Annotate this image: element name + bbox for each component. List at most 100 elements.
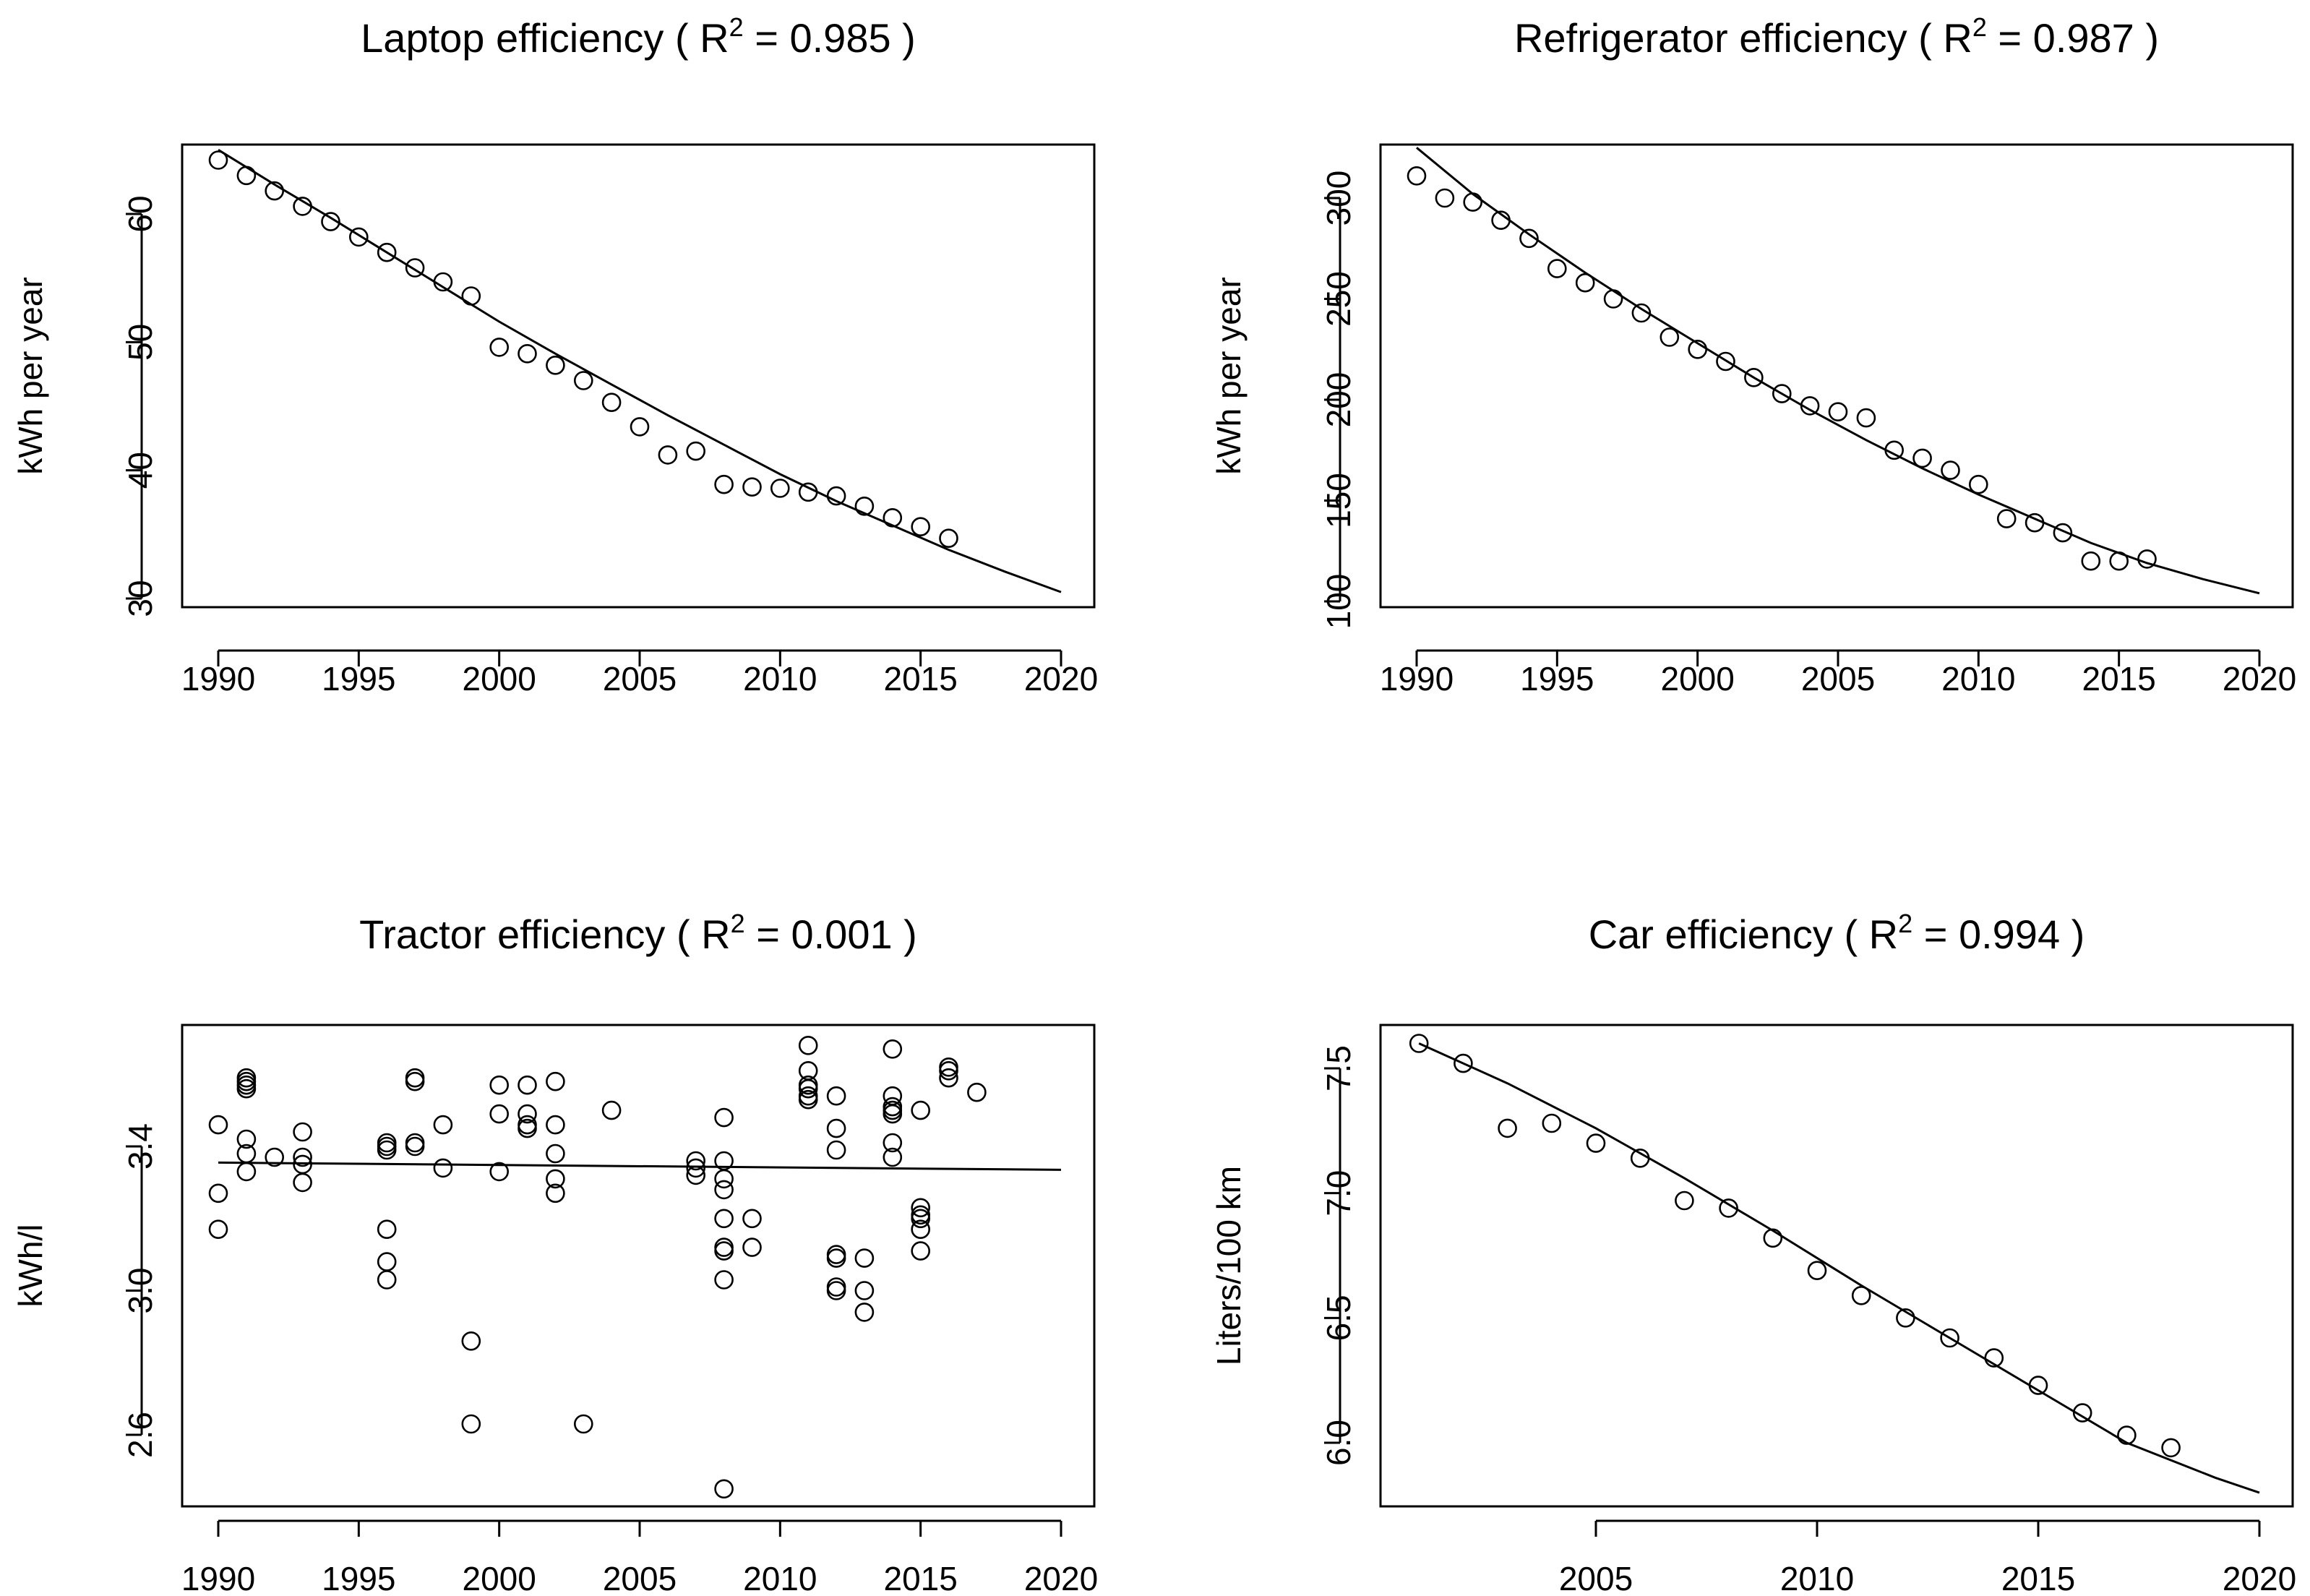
- data-point: [854, 1248, 875, 1268]
- data-point: [826, 1277, 846, 1297]
- x-tick-label: 1990: [1380, 660, 1454, 698]
- chart-title-superscript: 2: [731, 909, 745, 938]
- x-tick-label: 2000: [462, 1560, 536, 1596]
- x-tick-label: 2005: [603, 1560, 677, 1596]
- data-point: [265, 1147, 285, 1167]
- data-point: [826, 1086, 846, 1106]
- data-point: [686, 1165, 706, 1185]
- y-tick-label: 300: [1320, 171, 1357, 226]
- data-point: [405, 258, 425, 278]
- chart-title-suffix: = 0.987 ): [1987, 15, 2159, 61]
- data-point: [826, 1248, 846, 1268]
- data-point: [489, 338, 510, 357]
- y-axis-label: kWh per year: [12, 277, 49, 475]
- data-point: [461, 1414, 481, 1434]
- data-point: [573, 1414, 593, 1434]
- chart-title-suffix: = 0.985 ): [744, 15, 916, 61]
- data-point: [1772, 384, 1792, 403]
- data-point: [377, 242, 397, 262]
- data-point: [1675, 1190, 1694, 1211]
- data-point: [714, 1270, 734, 1290]
- y-tick-label: 3.4: [121, 1123, 159, 1170]
- plot-frame: [1379, 143, 2294, 609]
- chart-title-prefix: Car efficiency ( R: [1589, 911, 1898, 957]
- x-tick-label: 1995: [322, 1560, 395, 1596]
- x-tick-label: 2005: [603, 660, 677, 698]
- data-point: [714, 1237, 734, 1257]
- data-point: [1996, 509, 2017, 528]
- data-point: [714, 474, 734, 494]
- y-tick-label: 3.0: [121, 1268, 159, 1314]
- data-point: [2109, 551, 2129, 571]
- x-tick-label: 2020: [2223, 1560, 2296, 1596]
- data-point: [518, 1075, 537, 1095]
- y-tick-label: 60: [121, 195, 159, 232]
- data-point: [1659, 327, 1680, 347]
- x-tick-label: 2015: [2001, 1560, 2075, 1596]
- data-point: [546, 1183, 565, 1204]
- data-point: [377, 1136, 397, 1157]
- y-tick-label: 2.6: [121, 1412, 159, 1458]
- data-point: [208, 1115, 228, 1135]
- data-point: [1688, 339, 1707, 359]
- chart-title-prefix: Refrigerator efficiency ( R: [1514, 15, 1972, 61]
- data-point: [714, 1107, 734, 1128]
- data-point: [1828, 402, 1848, 422]
- data-point: [208, 150, 228, 170]
- data-point: [293, 1147, 312, 1167]
- data-point: [798, 1036, 818, 1055]
- y-tick-label: 7.0: [1320, 1170, 1357, 1217]
- data-point: [2117, 1425, 2137, 1445]
- data-point: [1763, 1228, 1783, 1248]
- y-tick-label: 50: [121, 324, 159, 361]
- data-point: [377, 1270, 397, 1290]
- data-point: [236, 1162, 257, 1182]
- data-point: [714, 1209, 734, 1229]
- chart-title-superscript: 2: [729, 12, 744, 42]
- data-point: [911, 1100, 930, 1120]
- data-point: [911, 1241, 930, 1261]
- data-point: [1716, 351, 1735, 372]
- chart-title: Tractor efficiency ( R2 = 0.001 ): [359, 909, 917, 957]
- data-point: [1435, 188, 1455, 208]
- chart-title-superscript: 2: [1898, 909, 1912, 938]
- x-tick-label: 2015: [883, 1560, 957, 1596]
- data-point: [405, 1068, 425, 1088]
- data-point: [826, 1281, 846, 1300]
- data-point: [1454, 1053, 1473, 1073]
- data-point: [293, 1172, 312, 1193]
- data-point: [1896, 1308, 1915, 1328]
- chart-panel-3: Tractor efficiency ( R2 = 0.001 ) 1990 199…: [12, 909, 1098, 1596]
- fit-line: [1418, 1042, 2260, 1494]
- y-tick-label: 250: [1320, 271, 1357, 327]
- data-point: [2025, 512, 2045, 533]
- y-tick-label: 7.5: [1320, 1045, 1357, 1091]
- data-point: [377, 1140, 397, 1160]
- data-point: [770, 479, 790, 498]
- data-point: [742, 1209, 762, 1229]
- x-tick-label: 1995: [1520, 660, 1594, 698]
- data-point: [1519, 228, 1539, 249]
- data-point: [939, 1057, 958, 1077]
- plot-frame: [1379, 1024, 2294, 1508]
- data-point: [1603, 289, 1623, 309]
- y-tick-label: 30: [121, 580, 159, 617]
- data-point: [2053, 523, 2073, 543]
- data-point: [883, 1133, 903, 1153]
- data-point: [518, 1115, 537, 1135]
- data-point: [546, 1169, 565, 1189]
- data-point: [742, 1237, 762, 1257]
- data-point: [1884, 440, 1904, 460]
- data-point: [1575, 273, 1595, 293]
- data-point: [826, 1245, 846, 1264]
- data-point: [1744, 367, 1764, 387]
- data-point: [208, 1183, 228, 1204]
- chart-title-superscript: 2: [1972, 12, 1987, 42]
- data-point: [1856, 408, 1876, 428]
- data-point: [1586, 1133, 1606, 1153]
- chart-panel-2: Refrigerator efficiency ( R2 = 0.987 ) 19…: [1210, 12, 2296, 698]
- data-point: [489, 1162, 510, 1182]
- data-point: [518, 343, 537, 364]
- y-axis-label: Liters/100 km: [1210, 1166, 1248, 1365]
- data-point: [939, 528, 958, 549]
